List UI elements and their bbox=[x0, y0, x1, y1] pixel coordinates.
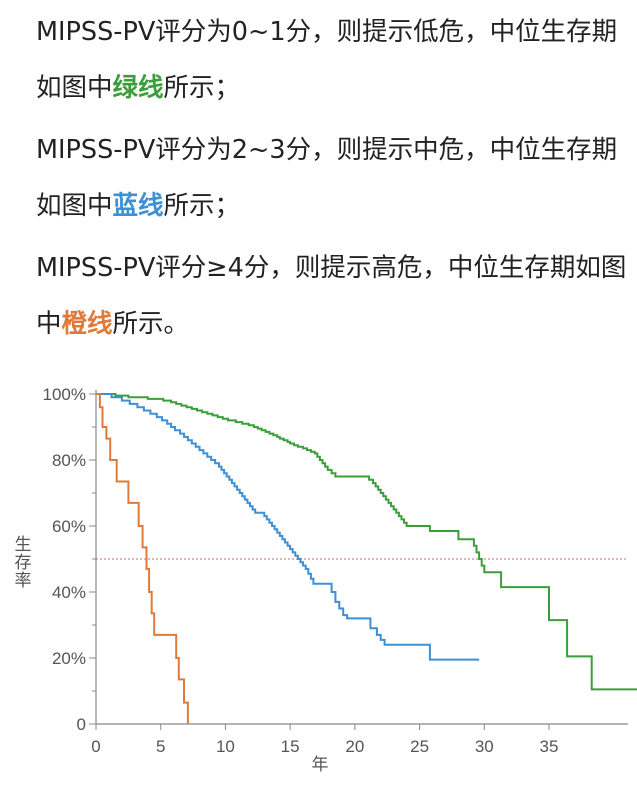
paragraph-text-pre: MIPSS-PV评分为0~1分，则提示低危，中位生存期如图中 bbox=[36, 17, 618, 103]
paragraph-low-risk: MIPSS-PV评分为0~1分，则提示低危，中位生存期如图中绿线所示； bbox=[36, 4, 636, 116]
y-tick-label: 40% bbox=[52, 583, 86, 602]
y-tick-label: 0 bbox=[77, 715, 86, 734]
y-tick-label: 100% bbox=[43, 385, 86, 404]
x-tick-label: 10 bbox=[216, 737, 235, 756]
x-tick-label: 35 bbox=[540, 737, 559, 756]
paragraph-text-pre: MIPSS-PV评分≥4分，则提示高危，中位生存期如图中 bbox=[36, 253, 627, 339]
x-tick-label: 30 bbox=[475, 737, 494, 756]
x-tick-label: 20 bbox=[345, 737, 364, 756]
y-tick-label: 20% bbox=[52, 649, 86, 668]
y-axis-title: 生存率 bbox=[15, 535, 32, 591]
paragraph-mid-risk: MIPSS-PV评分为2~3分，则提示中危，中位生存期如图中蓝线所示； bbox=[36, 122, 636, 234]
paragraph-text-post: 所示。 bbox=[112, 309, 190, 339]
y-tick-label: 80% bbox=[52, 451, 86, 470]
series-line-orange bbox=[96, 393, 189, 724]
y-tick-label: 60% bbox=[52, 517, 86, 536]
highlight-orange-line: 橙线 bbox=[61, 309, 113, 339]
x-tick-label: 25 bbox=[410, 737, 429, 756]
highlight-green-line: 绿线 bbox=[112, 73, 164, 103]
y-axis-title-char: 生 bbox=[15, 535, 32, 555]
survival-chart: 0 20% 40% 60% 80% 100% 0 5 10 15 20 25 30 35 年 生存率 bbox=[15, 385, 637, 775]
series-line-green bbox=[96, 393, 637, 691]
x-tick-label: 15 bbox=[281, 737, 300, 756]
highlight-blue-line: 蓝线 bbox=[112, 191, 164, 221]
x-axis-title: 年 bbox=[312, 755, 329, 775]
paragraph-text-post: 所示； bbox=[163, 191, 241, 221]
paragraph-text-pre: MIPSS-PV评分为2~3分，则提示中危，中位生存期如图中 bbox=[36, 135, 618, 221]
series-line-blue bbox=[96, 393, 480, 661]
y-axis-title-char: 存 bbox=[15, 553, 32, 573]
paragraph-text-post: 所示； bbox=[163, 73, 241, 103]
x-tick-label: 0 bbox=[91, 737, 100, 756]
y-axis-title-char: 率 bbox=[15, 571, 32, 591]
paragraph-high-risk: MIPSS-PV评分≥4分，则提示高危，中位生存期如图中橙线所示。 bbox=[36, 240, 636, 352]
x-tick-label: 5 bbox=[156, 737, 165, 756]
